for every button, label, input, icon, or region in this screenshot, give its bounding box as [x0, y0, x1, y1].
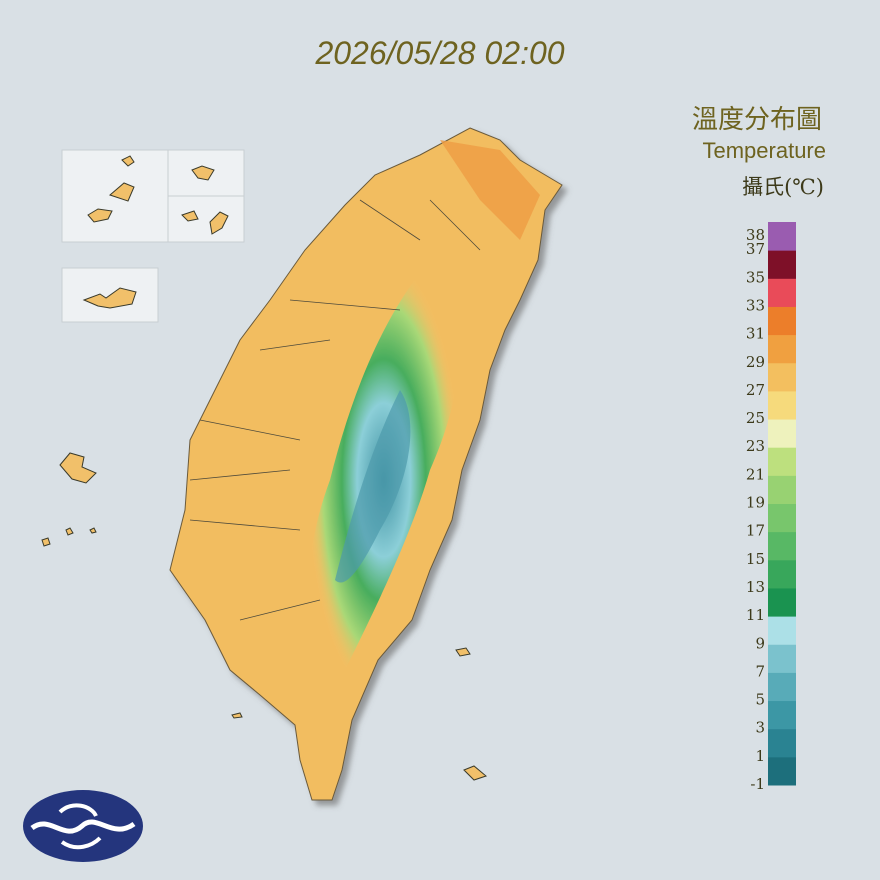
color-step — [768, 222, 796, 251]
legend-unit: 攝氏(℃) — [742, 175, 824, 199]
tick-label: 19 — [746, 494, 765, 512]
tick-label: 38 — [746, 226, 765, 244]
legend-title: 溫度分布圖 — [692, 105, 822, 135]
tick-label: 13 — [746, 578, 765, 596]
color-step — [768, 447, 796, 476]
logo — [23, 790, 143, 862]
color-step — [768, 250, 796, 279]
tick-label: 9 — [755, 634, 765, 652]
tick-label: -1 — [750, 775, 765, 793]
color-step — [768, 475, 796, 504]
color-step — [768, 503, 796, 533]
tick-label: 15 — [746, 550, 765, 568]
tick-label: 25 — [746, 409, 765, 427]
tick-label: 29 — [746, 353, 765, 371]
tick-label: 23 — [746, 437, 765, 455]
tick-label: 31 — [746, 325, 765, 343]
color-step — [768, 419, 796, 448]
islands — [41, 452, 488, 781]
tick-label: 27 — [746, 381, 765, 399]
color-step — [768, 559, 796, 589]
tick-label: 17 — [746, 522, 765, 540]
tick-label: 7 — [755, 662, 765, 680]
color-step — [768, 362, 796, 392]
color-step — [768, 334, 796, 364]
legend-subtitle: Temperature — [702, 138, 826, 163]
color-step — [768, 390, 796, 420]
color-step — [768, 700, 796, 730]
tick-label: 5 — [755, 691, 765, 709]
tick-label: 33 — [746, 296, 765, 314]
taiwan-map — [169, 127, 563, 801]
color-step — [768, 278, 796, 307]
inset-boxes — [61, 149, 245, 323]
tick-label: 3 — [755, 719, 765, 737]
color-step — [768, 672, 796, 702]
color-step — [768, 531, 796, 561]
tick-label: 1 — [755, 747, 765, 765]
tick-label: 37 — [746, 240, 765, 258]
color-step — [768, 728, 796, 758]
tick-label: 35 — [746, 268, 765, 286]
color-step — [768, 616, 796, 645]
tick-label: 21 — [746, 465, 765, 483]
color-step — [768, 644, 796, 673]
color-step — [768, 587, 796, 617]
timestamp: 2026/05/28 02:00 — [314, 35, 564, 71]
tick-label: 11 — [746, 606, 765, 624]
color-step — [768, 306, 796, 336]
color-step — [768, 756, 796, 786]
